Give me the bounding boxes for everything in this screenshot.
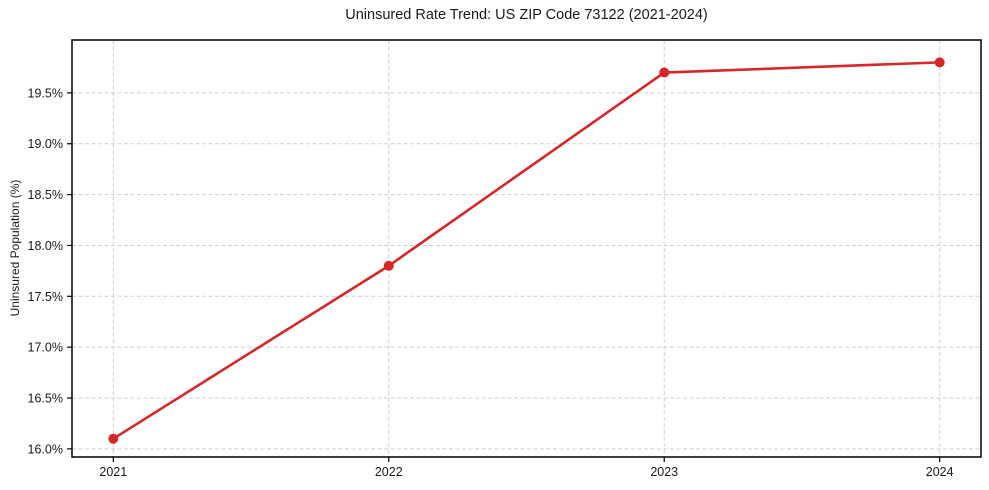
y-tick-label: 19.5% — [28, 86, 63, 100]
x-tick-label: 2024 — [926, 465, 954, 479]
y-tick-label: 16.5% — [28, 392, 63, 406]
data-point — [383, 260, 394, 271]
data-point — [108, 433, 119, 444]
data-point — [659, 67, 670, 78]
y-tick-label: 17.0% — [28, 341, 63, 355]
chart-title: Uninsured Rate Trend: US ZIP Code 73122 … — [345, 7, 708, 23]
y-tick-label: 16.0% — [28, 442, 63, 456]
y-tick-label: 19.0% — [28, 137, 63, 151]
y-tick-label: 18.0% — [28, 239, 63, 253]
x-tick-label: 2021 — [99, 465, 127, 479]
x-tick-label: 2023 — [650, 465, 678, 479]
y-tick-label: 18.5% — [28, 188, 63, 202]
trend-line — [112, 61, 941, 440]
x-tick-label: 2022 — [375, 465, 403, 479]
y-tick-label: 17.5% — [28, 290, 63, 304]
plot-border — [71, 39, 982, 458]
data-point — [934, 57, 945, 68]
